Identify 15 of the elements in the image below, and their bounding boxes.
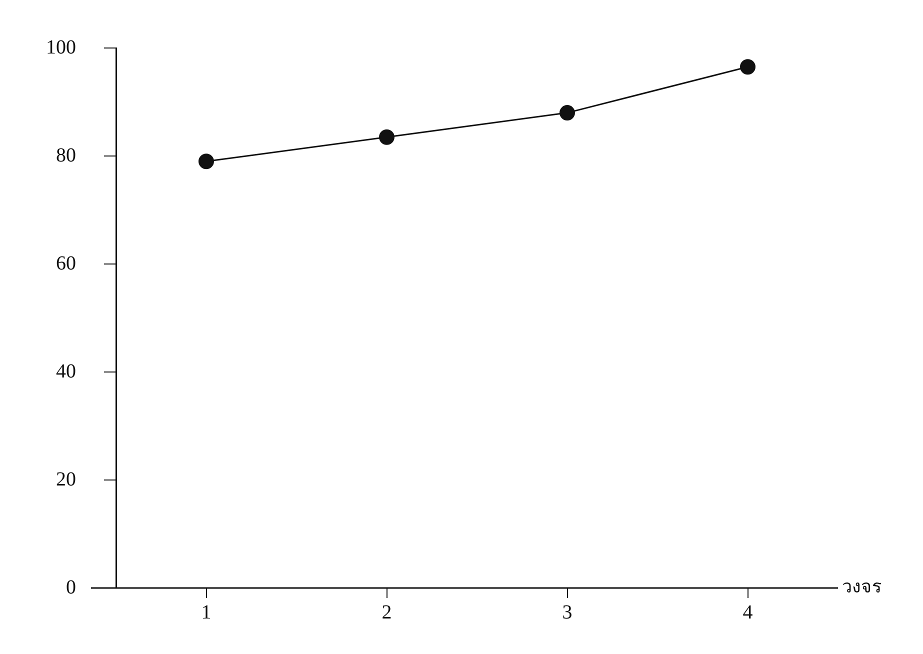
y-tick-label: 100 <box>46 36 76 58</box>
point <box>198 154 214 170</box>
point <box>740 59 756 75</box>
y-tick-label: 80 <box>56 144 76 166</box>
x-tick-label: 2 <box>382 601 392 624</box>
x-tick-label: 1 <box>201 601 212 624</box>
x-tick-label: 4 <box>742 601 753 624</box>
y-tick-label: 0 <box>66 576 76 598</box>
y-tick-label: 60 <box>56 252 76 274</box>
point <box>560 105 575 121</box>
x-axis-title: วงจร <box>842 576 882 598</box>
y-tick-label: 40 <box>56 360 76 382</box>
y-tick-label: 20 <box>56 468 76 490</box>
x-tick-label: 3 <box>562 601 572 624</box>
point <box>379 129 394 145</box>
